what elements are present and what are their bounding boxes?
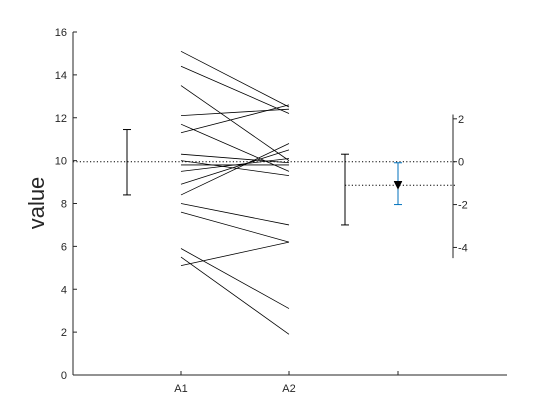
paired-line	[180, 153, 290, 164]
paired-line	[180, 248, 290, 309]
y-tick-label: 14	[55, 70, 67, 82]
right-axis-tick-label: 2	[458, 114, 464, 126]
paired-line	[180, 158, 290, 172]
paired-line	[180, 123, 290, 172]
paired-lines	[180, 50, 290, 335]
paired-line	[180, 65, 290, 114]
paired-line	[180, 256, 290, 335]
y-tick-label: 10	[55, 156, 67, 168]
right-axis-tick-label: -2	[458, 200, 468, 212]
x-tick-label: A2	[282, 383, 295, 395]
y-tick-label: 16	[55, 27, 67, 39]
y-tick-label: 2	[61, 327, 67, 339]
paired-line	[180, 160, 290, 177]
y-tick-label: 0	[61, 370, 67, 382]
right-axis: 2 0 -2 -4	[452, 114, 468, 259]
right-axis-tick-label: -4	[458, 242, 468, 254]
error-bars	[123, 129, 403, 226]
paired-line	[180, 85, 290, 161]
paired-line	[180, 211, 290, 243]
y-tick-label: 4	[61, 284, 67, 296]
x-tick-label: A1	[174, 383, 187, 395]
paired-line	[180, 50, 290, 108]
y-axis-label: value	[24, 177, 49, 230]
paired-line	[180, 203, 290, 226]
y-tick-label: 6	[61, 241, 67, 253]
right-axis-tick-label: 0	[458, 157, 464, 169]
difference-mean-marker	[393, 181, 403, 190]
y-tick-label: 12	[55, 113, 67, 125]
paired-line	[180, 149, 290, 185]
paired-line	[180, 241, 290, 267]
paired-line	[180, 143, 290, 196]
paired-line	[180, 104, 290, 134]
axes: 0 2 4 6 8 10 12 14 16 A1 A2	[55, 27, 507, 395]
paired-line	[180, 108, 290, 117]
y-tick-label: 8	[61, 199, 67, 211]
